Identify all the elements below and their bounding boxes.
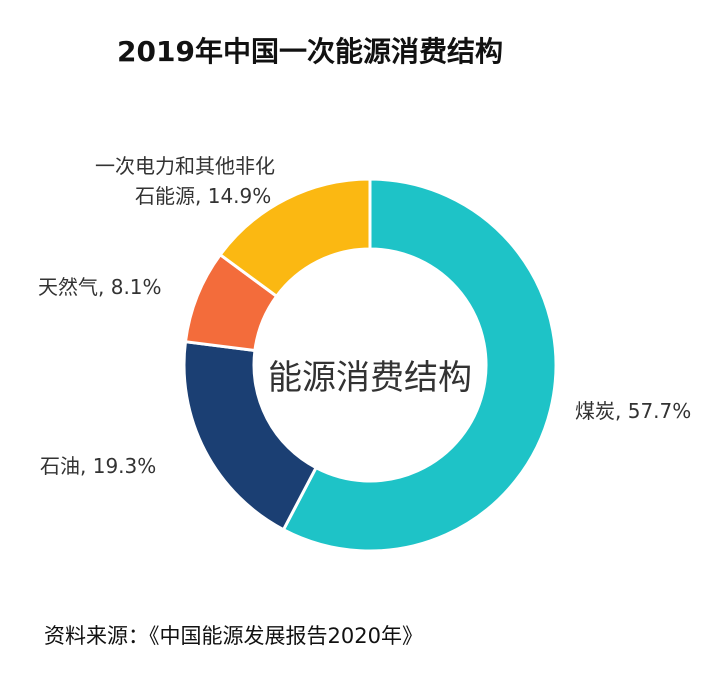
label-oil: 石油, 19.3% <box>40 454 157 478</box>
slice-3 <box>218 177 372 299</box>
slice-0 <box>281 177 558 553</box>
label-coal: 煤炭, 57.7% <box>575 399 692 423</box>
label-gas: 天然气, 8.1% <box>38 275 162 299</box>
label-other-line2: 石能源, 14.9% <box>135 184 272 208</box>
center-label: 能源消费结构 <box>268 358 472 398</box>
chart-title: 2019年中国一次能源消费结构 <box>117 35 503 68</box>
label-other-line1: 一次电力和其他非化 <box>95 154 275 178</box>
source-note: 资料来源：《中国能源发展报告2020年》 <box>44 624 423 648</box>
